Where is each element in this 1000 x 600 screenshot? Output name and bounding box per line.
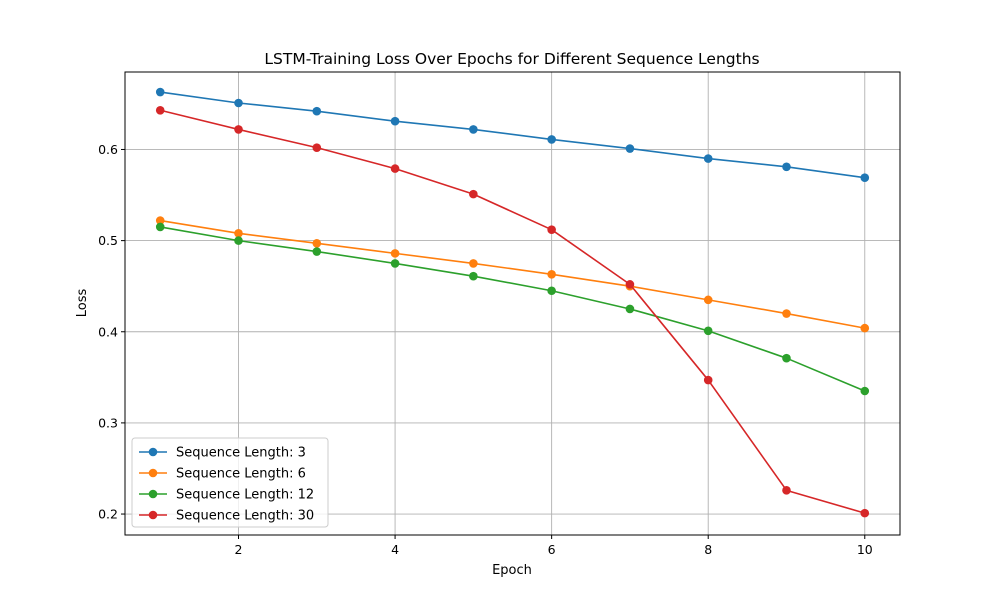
legend-item: Sequence Length: 30	[139, 509, 314, 524]
data-point	[703, 375, 713, 385]
legend: Sequence Length: 3 Sequence Length: 6 Sequ…	[131, 437, 329, 528]
x-tick-label: 6	[548, 542, 556, 557]
legend-box	[131, 437, 329, 528]
y-tick-label: 0.2	[98, 507, 118, 522]
data-point	[312, 247, 322, 256]
data-point	[390, 164, 400, 173]
series-line	[160, 226, 866, 392]
legend-marker	[148, 489, 158, 499]
data-point	[234, 236, 243, 245]
legend-label: Sequence Length: 6	[176, 467, 306, 482]
data-point	[547, 286, 556, 296]
x-tick-label: 10	[857, 542, 873, 557]
series-lines	[155, 87, 870, 518]
data-point	[234, 229, 243, 238]
data-point	[703, 326, 713, 336]
data-point	[860, 323, 870, 333]
data-point	[782, 486, 791, 495]
legend-label: Sequence Length: 30	[176, 509, 314, 524]
data-point	[234, 98, 243, 108]
chart-title: LSTM-Training Loss Over Epochs for Diffe…	[264, 50, 759, 68]
y-axis-label: Loss	[75, 289, 90, 318]
legend-label: Sequence Length: 3	[176, 446, 306, 461]
legend-item: Sequence Length: 6	[139, 467, 306, 482]
data-point	[547, 225, 556, 234]
x-tick-label: 8	[704, 542, 712, 557]
data-point	[547, 270, 556, 279]
data-point	[469, 189, 478, 199]
y-tick-label: 0.5	[98, 233, 118, 248]
data-point	[860, 173, 870, 183]
data-point	[155, 222, 165, 232]
data-point	[469, 125, 478, 134]
x-axis-label: Epoch	[492, 563, 532, 578]
data-point	[625, 280, 635, 289]
data-point	[860, 508, 870, 518]
data-point	[547, 135, 556, 144]
series-line	[160, 109, 865, 514]
data-point	[782, 309, 791, 318]
data-point	[625, 304, 635, 314]
legend-label: Sequence Length: 12	[176, 488, 314, 503]
data-point	[625, 144, 635, 153]
data-point	[312, 143, 322, 152]
data-point	[390, 259, 400, 268]
data-point	[469, 271, 478, 281]
series-2	[155, 216, 870, 333]
data-point	[390, 249, 400, 258]
data-point	[234, 125, 243, 134]
legend-item: Sequence Length: 3	[139, 446, 306, 461]
y-tick-label: 0.4	[98, 324, 118, 339]
data-point	[703, 154, 713, 163]
data-point	[703, 295, 713, 305]
x-tick-label: 2	[235, 542, 243, 557]
y-tick-label: 0.6	[98, 142, 118, 157]
series-line	[160, 219, 865, 329]
data-point	[312, 239, 322, 248]
data-point	[390, 116, 400, 126]
series-1	[155, 87, 870, 183]
data-point	[155, 87, 165, 97]
data-point	[782, 353, 791, 363]
legend-item: Sequence Length: 12	[139, 488, 314, 503]
series-line	[160, 91, 865, 179]
axis-ticks: 2 4 6 8 10 0.2 0.3 0.4 0.5 0.6	[98, 142, 873, 557]
data-point	[860, 386, 870, 396]
legend-marker	[148, 510, 158, 520]
data-point	[782, 162, 791, 172]
data-point	[469, 259, 478, 268]
data-point	[155, 105, 165, 115]
legend-marker	[148, 468, 158, 478]
plot-frame	[124, 71, 901, 536]
y-tick-label: 0.3	[98, 415, 118, 430]
data-point	[312, 106, 322, 116]
data-point	[155, 216, 165, 225]
x-tick-label: 4	[391, 542, 399, 557]
legend-marker	[148, 447, 158, 457]
series-3	[155, 222, 870, 396]
series-4	[155, 105, 870, 518]
